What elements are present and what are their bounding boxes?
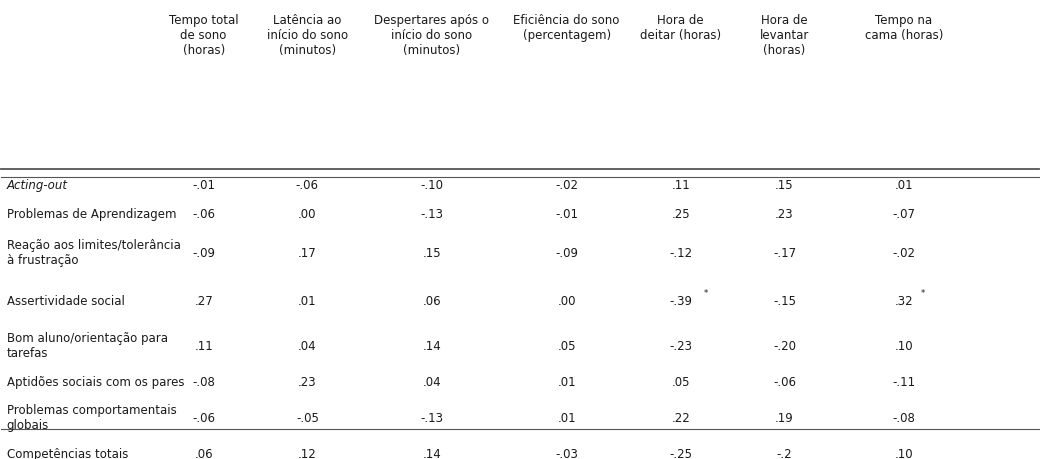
- Text: Latência ao
início do sono
(minutos): Latência ao início do sono (minutos): [267, 15, 348, 57]
- Text: -.20: -.20: [773, 340, 796, 353]
- Text: .15: .15: [422, 247, 441, 260]
- Text: Tempo na
cama (horas): Tempo na cama (horas): [864, 15, 943, 43]
- Text: .06: .06: [422, 295, 441, 308]
- Text: .00: .00: [298, 207, 316, 221]
- Text: .01: .01: [298, 295, 317, 308]
- Text: Problemas comportamentais
globais: Problemas comportamentais globais: [6, 404, 177, 432]
- Text: -.10: -.10: [420, 179, 443, 192]
- Text: Competências totais: Competências totais: [6, 448, 128, 459]
- Text: -.06: -.06: [192, 207, 215, 221]
- Text: .00: .00: [557, 295, 576, 308]
- Text: .17: .17: [298, 247, 317, 260]
- Text: Bom aluno/orientação para
tarefas: Bom aluno/orientação para tarefas: [6, 332, 167, 360]
- Text: -.06: -.06: [192, 412, 215, 425]
- Text: .11: .11: [194, 340, 213, 353]
- Text: -.01: -.01: [555, 207, 578, 221]
- Text: .10: .10: [894, 448, 913, 459]
- Text: Eficiência do sono
(percentagem): Eficiência do sono (percentagem): [514, 15, 620, 43]
- Text: *: *: [920, 289, 926, 298]
- Text: Reação aos limites/tolerância
à frustração: Reação aos limites/tolerância à frustraç…: [6, 240, 181, 268]
- Text: Aptidões sociais com os pares: Aptidões sociais com os pares: [6, 376, 184, 389]
- Text: .01: .01: [557, 376, 576, 389]
- Text: Hora de
deitar (horas): Hora de deitar (horas): [641, 15, 722, 43]
- Text: -.13: -.13: [420, 207, 443, 221]
- Text: .10: .10: [894, 340, 913, 353]
- Text: Assertividade social: Assertividade social: [6, 295, 125, 308]
- Text: -.09: -.09: [555, 247, 578, 260]
- Text: .06: .06: [194, 448, 213, 459]
- Text: -.39: -.39: [670, 295, 693, 308]
- Text: .15: .15: [775, 179, 794, 192]
- Text: .14: .14: [422, 448, 441, 459]
- Text: -.17: -.17: [773, 247, 796, 260]
- Text: Tempo total
de sono
(horas): Tempo total de sono (horas): [168, 15, 238, 57]
- Text: *: *: [704, 289, 708, 298]
- Text: Hora de
levantar
(horas): Hora de levantar (horas): [760, 15, 809, 57]
- Text: -.02: -.02: [555, 179, 578, 192]
- Text: .32: .32: [894, 295, 913, 308]
- Text: .05: .05: [672, 376, 690, 389]
- Text: -.06: -.06: [295, 179, 319, 192]
- Text: .12: .12: [298, 448, 317, 459]
- Text: -.08: -.08: [892, 412, 915, 425]
- Text: -.08: -.08: [192, 376, 215, 389]
- Text: .01: .01: [894, 179, 913, 192]
- Text: Despertares após o
início do sono
(minutos): Despertares após o início do sono (minut…: [374, 15, 490, 57]
- Text: -.07: -.07: [892, 207, 915, 221]
- Text: -.2: -.2: [777, 448, 792, 459]
- Text: -.12: -.12: [669, 247, 693, 260]
- Text: .14: .14: [422, 340, 441, 353]
- Text: -.02: -.02: [892, 247, 915, 260]
- Text: .04: .04: [298, 340, 317, 353]
- Text: -.01: -.01: [192, 179, 215, 192]
- Text: -.15: -.15: [773, 295, 796, 308]
- Text: .11: .11: [672, 179, 691, 192]
- Text: .27: .27: [194, 295, 213, 308]
- Text: -.06: -.06: [773, 376, 796, 389]
- Text: .04: .04: [422, 376, 441, 389]
- Text: -.25: -.25: [670, 448, 693, 459]
- Text: .05: .05: [557, 340, 576, 353]
- Text: Problemas de Aprendizagem: Problemas de Aprendizagem: [6, 207, 176, 221]
- Text: .19: .19: [775, 412, 794, 425]
- Text: -.09: -.09: [192, 247, 215, 260]
- Text: .01: .01: [557, 412, 576, 425]
- Text: -.13: -.13: [420, 412, 443, 425]
- Text: -.05: -.05: [296, 412, 319, 425]
- Text: .23: .23: [775, 207, 794, 221]
- Text: -.11: -.11: [892, 376, 915, 389]
- Text: .23: .23: [298, 376, 317, 389]
- Text: .22: .22: [672, 412, 691, 425]
- Text: -.03: -.03: [555, 448, 578, 459]
- Text: Acting-out: Acting-out: [6, 179, 68, 192]
- Text: -.23: -.23: [670, 340, 693, 353]
- Text: .25: .25: [672, 207, 691, 221]
